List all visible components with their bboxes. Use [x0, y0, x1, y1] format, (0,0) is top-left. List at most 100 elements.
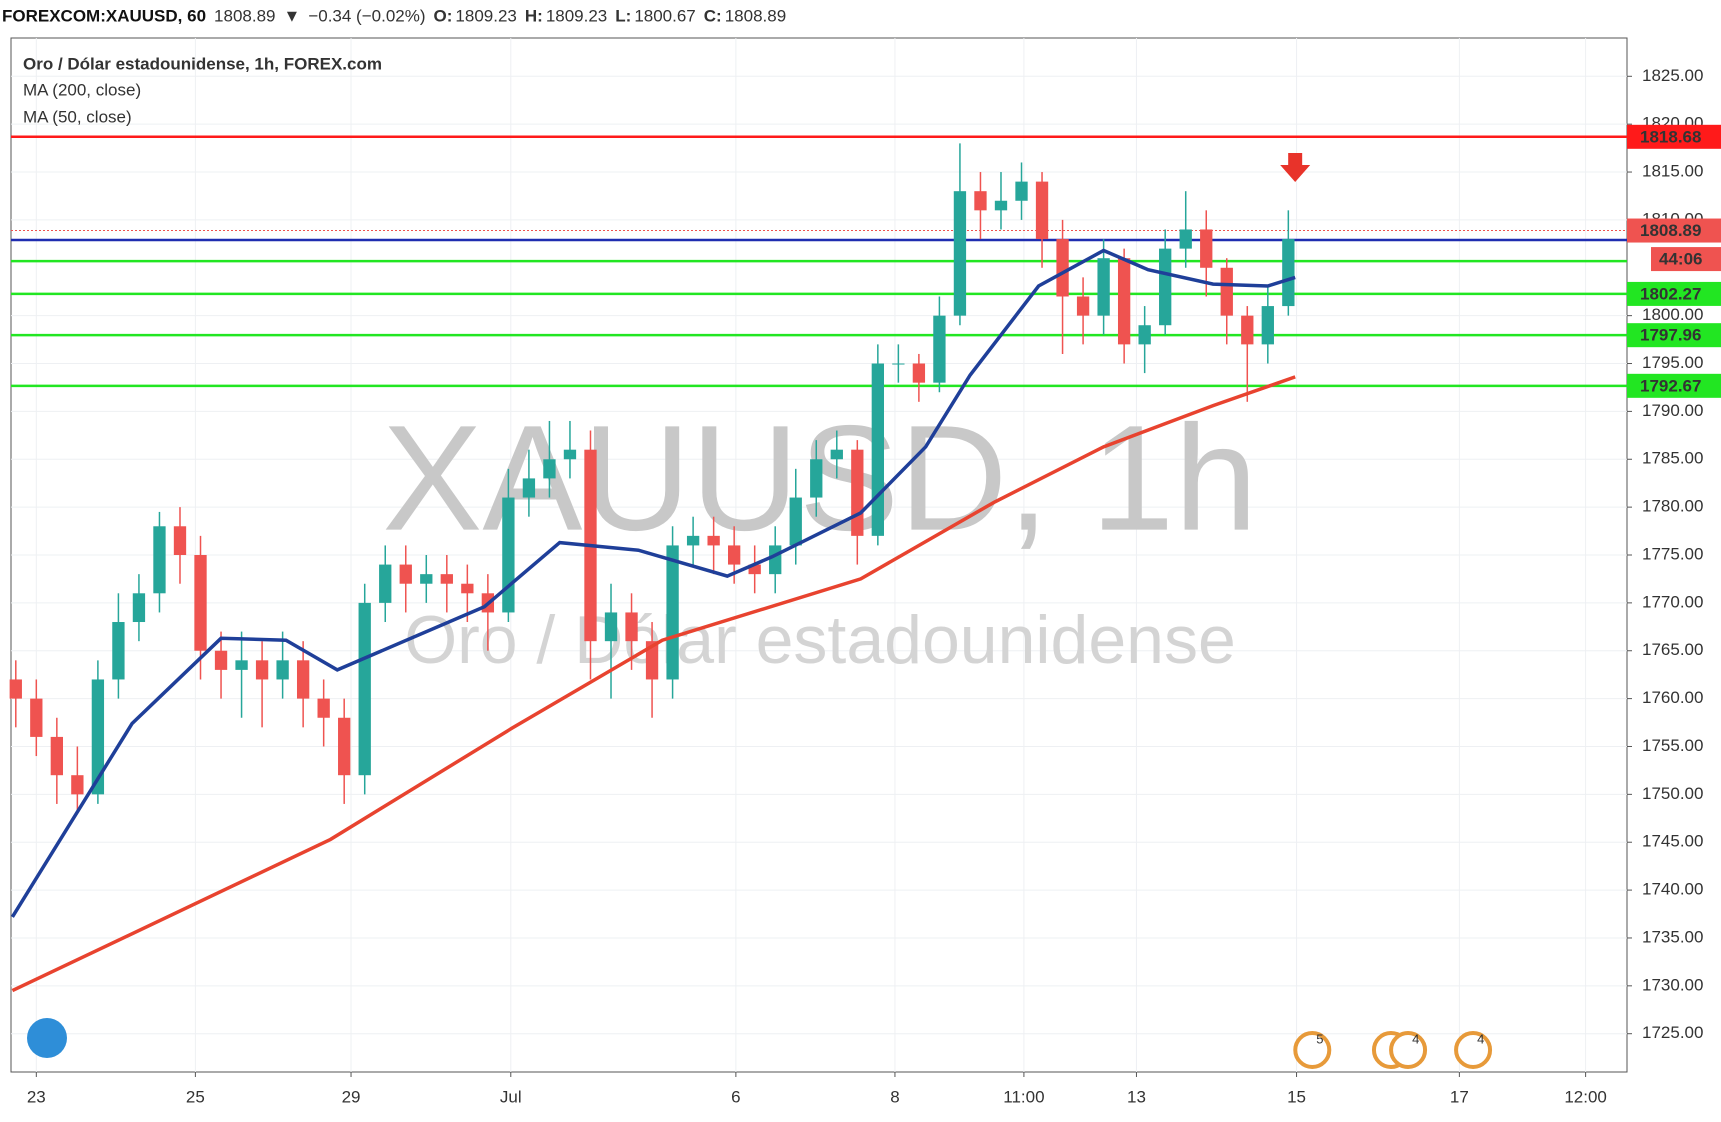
candle-body — [50, 736, 63, 776]
price-label-box — [1627, 373, 1721, 398]
x-tick-label: 8 — [890, 1087, 899, 1106]
candle-body — [1138, 325, 1151, 345]
candle-body — [728, 545, 741, 565]
ma-line — [10, 248, 1296, 918]
header-text: 1808.89 — [214, 6, 275, 25]
price-label-box — [1627, 218, 1721, 243]
header-text: 1800.67 — [634, 6, 695, 25]
candle-body — [255, 660, 269, 680]
candle-body — [974, 191, 987, 211]
y-tick-label: 1815.00 — [1642, 162, 1703, 181]
y-tick-label: 1800.00 — [1642, 305, 1703, 324]
watermark-sub: Oro / Dólar estadounidense — [404, 602, 1236, 678]
candle-body — [338, 717, 351, 776]
candle-body — [543, 459, 556, 479]
event-label: 5 — [1316, 1031, 1323, 1046]
legend-entry: MA (200, close) — [23, 80, 141, 99]
candle-body — [789, 497, 802, 546]
y-tick-label: 1745.00 — [1642, 832, 1703, 851]
price-label: 1792.67 — [1640, 376, 1701, 395]
price-label-box — [1627, 323, 1721, 348]
x-tick-label: 6 — [731, 1087, 740, 1106]
price-label: 1818.68 — [1640, 127, 1701, 146]
candle-body — [317, 698, 330, 718]
header-text: 1808.89 — [725, 6, 786, 25]
chart-subtitle: Oro / Dólar estadounidense, 1h, FOREX.co… — [23, 54, 382, 73]
candle-body — [871, 363, 884, 536]
candle-body — [953, 191, 967, 316]
countdown: 44:06 — [1659, 250, 1702, 269]
header-text: −0.34 (−0.02%) — [308, 6, 425, 25]
logo — [27, 1018, 67, 1058]
y-tick-label: 1760.00 — [1642, 688, 1703, 707]
candle-body — [933, 315, 946, 383]
candle-body — [769, 545, 782, 575]
candle-body — [830, 449, 843, 460]
candle-body — [666, 545, 679, 680]
candle-body — [1097, 258, 1110, 316]
header-text: O: — [434, 6, 453, 25]
arrow-marker — [1280, 153, 1311, 182]
candle-body — [1261, 306, 1274, 345]
y-tick-label: 1750.00 — [1642, 784, 1703, 803]
price-label-box — [1627, 281, 1721, 306]
price-label: 1802.27 — [1640, 284, 1701, 303]
x-tick-label: 25 — [186, 1087, 205, 1106]
y-tick-label: 1770.00 — [1642, 592, 1703, 611]
x-tick-label: 23 — [27, 1087, 46, 1106]
y-tick-label: 1730.00 — [1642, 975, 1703, 994]
candle-body — [112, 622, 125, 680]
candle-body — [1220, 267, 1233, 316]
header-text: L: — [615, 6, 631, 25]
y-tick-label: 1735.00 — [1642, 927, 1703, 946]
candle-body — [9, 679, 22, 699]
candle-body — [132, 593, 146, 623]
y-tick-label: 1765.00 — [1642, 640, 1703, 659]
y-tick-label: 1775.00 — [1642, 544, 1703, 563]
price-label: 1808.89 — [1640, 221, 1701, 240]
x-tick-label: 17 — [1450, 1087, 1469, 1106]
candle-body — [707, 535, 720, 546]
candle-body — [399, 564, 412, 584]
candle-body — [440, 574, 453, 584]
x-tick-label: 15 — [1287, 1087, 1306, 1106]
y-tick-label: 1825.00 — [1642, 66, 1703, 85]
candle-body — [810, 459, 823, 498]
candle-body — [1200, 229, 1213, 268]
candle-body — [522, 478, 536, 498]
candle-body — [748, 564, 761, 575]
x-tick-label: 29 — [342, 1087, 361, 1106]
y-tick-label: 1795.00 — [1642, 353, 1703, 372]
x-tick-label: 11:00 — [1003, 1087, 1044, 1106]
candle-body — [851, 449, 864, 536]
candle-body — [563, 449, 577, 460]
candle-body — [1282, 239, 1295, 307]
candle-body — [1179, 229, 1192, 249]
candle-body — [71, 775, 84, 795]
candle-body — [420, 574, 433, 584]
ma-line — [11, 375, 1296, 993]
event-label: 4 — [1477, 1031, 1484, 1046]
candle-body — [296, 660, 310, 699]
candle-body — [502, 497, 515, 613]
candle-body — [604, 612, 618, 642]
legend-entry: MA (50, close) — [23, 107, 132, 126]
header-text: ▼ — [283, 6, 300, 25]
x-tick-label: 13 — [1127, 1087, 1146, 1106]
price-label: 1797.96 — [1640, 326, 1701, 345]
header-text: 1809.23 — [455, 6, 516, 25]
candle-body — [358, 602, 371, 776]
candle-body — [91, 679, 105, 795]
candle-body — [1015, 181, 1028, 201]
countdown-box — [1651, 247, 1721, 272]
header-text: 1809.23 — [546, 6, 607, 25]
candle-body — [276, 660, 289, 680]
candle-body — [173, 526, 187, 555]
event-icon — [1389, 1031, 1428, 1069]
header-text: H: — [525, 6, 543, 25]
event-icon — [1293, 1031, 1332, 1069]
y-tick-label: 1755.00 — [1642, 736, 1703, 755]
candle-body — [686, 535, 700, 546]
symbol: FOREXCOM:XAUUSD, 60 — [2, 6, 206, 25]
header: FOREXCOM:XAUUSD, 60 — [2, 6, 206, 25]
